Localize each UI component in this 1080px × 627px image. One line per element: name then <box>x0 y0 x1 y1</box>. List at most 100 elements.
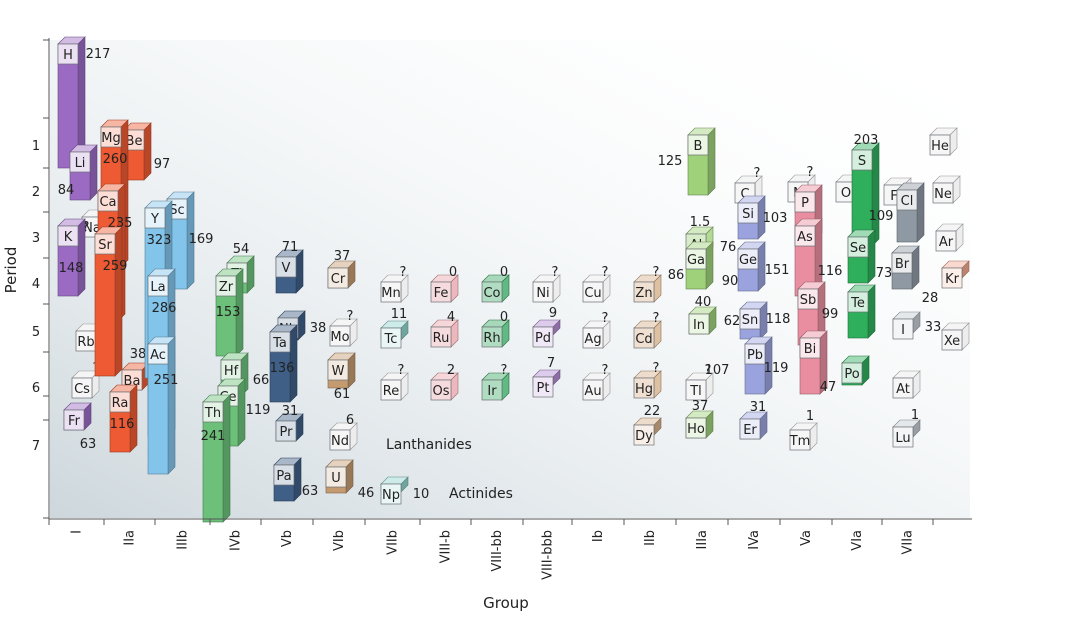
symbol-At: At <box>896 382 910 397</box>
x-tick-label-Vb: Vb <box>280 530 295 547</box>
bar-side-Ac <box>167 336 176 475</box>
label-tile-Tm <box>789 429 811 451</box>
x-tick-label-VIIa: VIIa <box>901 530 916 555</box>
symbol-Ar: Ar <box>939 235 954 250</box>
element-Pb: Pb 107 <box>705 336 773 395</box>
element-Te: Te 99 <box>822 284 876 339</box>
label-tile-Po <box>841 362 863 384</box>
label-tile-Er <box>739 418 761 440</box>
symbol-Cl: Cl <box>901 194 914 209</box>
label-tile-W <box>327 359 349 381</box>
label-tile-Mn <box>380 281 402 303</box>
label-tile-Tc <box>380 327 402 349</box>
value-label-S: 203 <box>854 133 879 148</box>
symbol-As: As <box>797 230 813 245</box>
element-Ir: Ir? <box>481 363 510 401</box>
element-Ac: Ac 251 <box>147 336 178 475</box>
element-Rh: Rh0 <box>481 310 510 348</box>
symbol-Cu: Cu <box>584 286 601 301</box>
value-label-U: 46 <box>358 486 375 501</box>
label-tile-I <box>892 318 914 340</box>
value-label-Se: 116 <box>818 264 843 279</box>
symbol-Tl: Tl <box>689 384 702 399</box>
symbol-Sb: Sb <box>800 293 817 308</box>
value-label-La: 286 <box>152 301 177 316</box>
bar-side-K <box>77 218 86 297</box>
label-tile-Cu <box>582 281 604 303</box>
symbol-Os: Os <box>432 384 449 399</box>
symbol-Sc: Sc <box>169 203 184 218</box>
label-tile-Pt <box>532 376 554 398</box>
label-tile-Ca <box>97 190 119 212</box>
bar-side-Ga <box>705 241 714 290</box>
value-label-Np: 10 <box>413 487 430 502</box>
symbol-F: F <box>890 189 897 204</box>
symbol-Zr: Zr <box>219 280 234 295</box>
element-Zr: Zr 153 <box>215 268 244 357</box>
value-label-Ce: 119 <box>246 403 271 418</box>
value-label-Ho: 37 <box>692 399 709 414</box>
x-tick-label-IIa: IIa <box>123 530 138 546</box>
symbol-Np: Np <box>382 488 400 503</box>
symbol-La: La <box>150 280 165 295</box>
symbol-Ho: Ho <box>687 422 705 437</box>
element-B: B 125 <box>658 127 716 196</box>
x-tick-label-IVa: IVa <box>747 530 762 550</box>
value-label-B: 125 <box>658 154 683 169</box>
lanthanides-label: Lanthanides <box>386 437 472 453</box>
label-tile-B <box>687 134 709 156</box>
label-tile-Se <box>847 236 869 258</box>
value-label-Cr: 37 <box>334 249 351 264</box>
element-Kr: Kr 28 <box>922 260 970 306</box>
element-W: W 61 <box>327 352 356 402</box>
label-tile-Ra <box>109 391 131 413</box>
label-tile-Kr <box>941 267 963 289</box>
value-label-Na: ? <box>83 220 90 235</box>
label-tile-Rh <box>481 326 503 348</box>
symbol-O: O <box>841 186 851 201</box>
x-tick-label-I: I <box>70 530 85 534</box>
value-label-Co: 0 <box>500 265 508 280</box>
symbol-C: C <box>740 187 749 202</box>
symbol-Er: Er <box>743 423 757 438</box>
element-Fr: Fr 63 <box>63 402 96 452</box>
value-label-Ir: ? <box>501 363 508 378</box>
x-tick-label-IIIb: IIIb <box>176 530 191 550</box>
value-label-Cd: ? <box>653 311 660 326</box>
value-label-Ag: ? <box>602 311 609 326</box>
y-tick-label-2: 2 <box>32 185 40 200</box>
label-tile-U <box>325 466 347 488</box>
symbol-Ir: Ir <box>487 384 497 399</box>
element-Tl: Tl? <box>685 363 714 401</box>
element-Ta: Ta 136 <box>269 324 298 403</box>
symbol-S: S <box>858 154 866 169</box>
value-label-Al: 1.5 <box>690 215 711 230</box>
element-Pa: Pa 63 <box>273 457 318 502</box>
element-Re: Re? <box>380 363 409 401</box>
symbol-Pb: Pb <box>747 348 763 363</box>
symbol-Au: Au <box>584 384 601 399</box>
bar-side-Cl <box>916 182 925 243</box>
label-tile-V <box>275 256 297 278</box>
symbol-H: H <box>63 48 73 63</box>
value-label-Si: 76 <box>720 240 737 255</box>
value-label-Pd: 9 <box>549 306 557 321</box>
x-tick-label-IIb: IIb <box>643 530 658 546</box>
element-bars: H217Li84Na?K148Rb?Cs?Fr63Be97Mg260Ca235S… <box>57 36 970 523</box>
element-Nd: Nd 6 <box>329 413 358 451</box>
label-tile-Fe <box>430 281 452 303</box>
label-tile-P <box>794 191 816 213</box>
value-label-Ti: 54 <box>233 242 250 257</box>
x-tick-label-Va: Va <box>799 530 814 546</box>
label-tile-Th <box>202 401 224 423</box>
symbol-Ne: Ne <box>934 187 952 202</box>
symbol-I: I <box>901 323 905 338</box>
label-tile-Br <box>891 252 913 274</box>
value-label-Y: 323 <box>147 233 172 248</box>
symbol-Pd: Pd <box>535 331 551 346</box>
symbol-Ru: Ru <box>433 331 450 346</box>
element-Os: Os 2 <box>430 363 459 401</box>
element-Bi: Bi 119 <box>764 330 828 395</box>
